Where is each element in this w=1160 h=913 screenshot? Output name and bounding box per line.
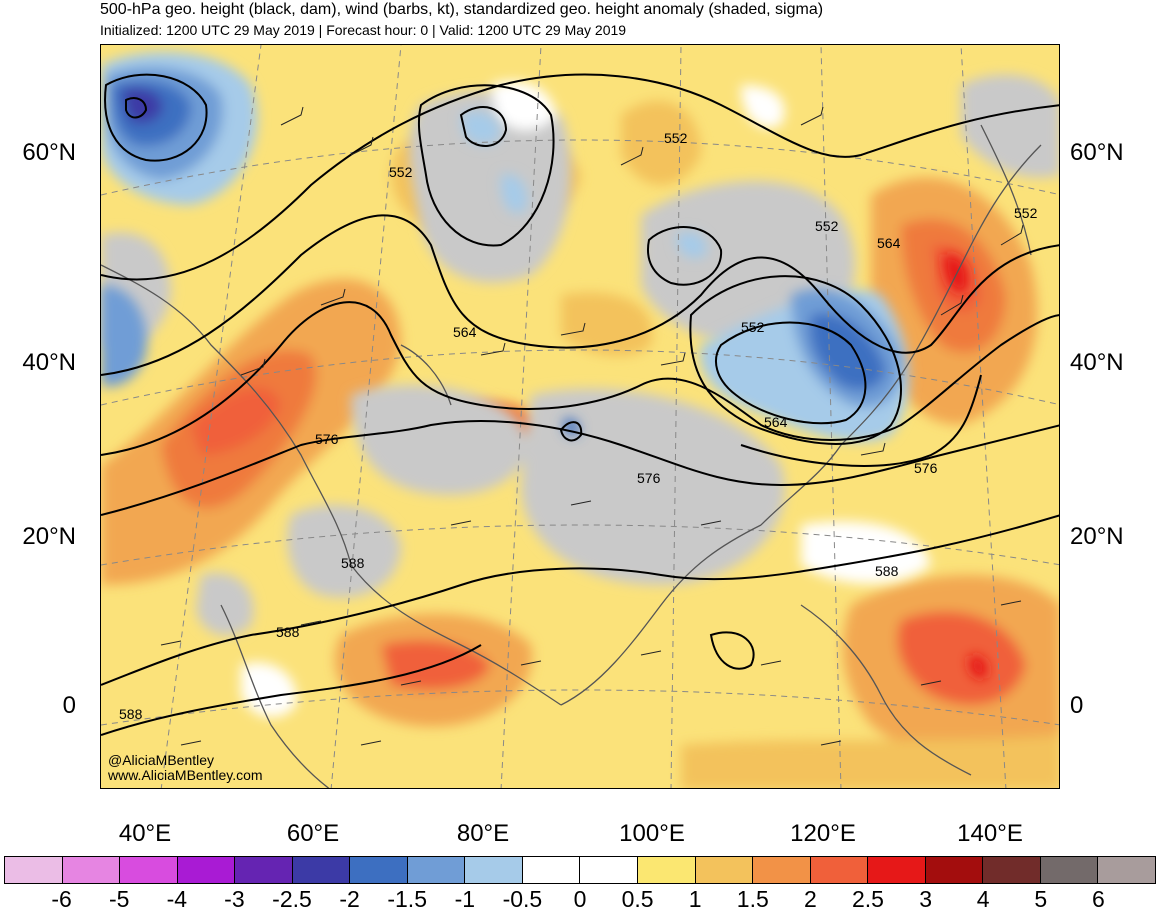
map-title: 500-hPa geo. height (black, dam), wind (… [100,1,824,18]
contour-label-588-c: 588 [119,706,143,722]
lon-label-40e: 40°E [118,820,172,847]
contour-label-552-b: 552 [664,130,688,146]
credit-website: www.AliciaMBentley.com [108,767,263,783]
colorbar-swatch [925,857,984,883]
colorbar-tick-label: -0.5 [502,886,543,912]
colorbar-swatch [868,857,926,883]
graticule [101,45,1059,788]
colorbar-swatch [235,857,293,883]
colorbar-swatch [580,857,639,883]
colorbar-swatch [465,857,523,883]
colorbar-tick-label: 0.5 [621,886,654,912]
contour-label-588-d: 588 [875,563,899,579]
lat-label-60n-right: 60°N [1070,139,1124,166]
colorbar-tick-label: 2 [803,886,817,912]
colorbar-tick-label: -6 [51,886,72,912]
colorbar-swatch [407,857,466,883]
contour-label-564-a: 564 [877,235,901,251]
colorbar-swatch [1098,857,1155,883]
contour-labels: 552 552 552 552 552 564 564 564 576 576 … [119,130,1038,722]
credit-handle: @AliciaMBentley [108,752,215,768]
contour-label-564-b: 564 [453,324,477,340]
anomaly-colorbar [4,856,1156,884]
colorbar-swatch [983,857,1041,883]
colorbar-tick-label: -3 [224,886,245,912]
colorbar-tick-label: 6 [1091,886,1105,912]
colorbar-tick-label: 1.5 [736,886,769,912]
lat-label-0-left: 0 [62,692,76,719]
colorbar-swatch [753,857,811,883]
colorbar-swatch [5,857,63,883]
colorbar-tick-label: -2 [339,886,360,912]
coastlines [101,124,1042,788]
colorbar-tick-label: 0 [573,886,587,912]
height-contours [101,73,1059,736]
map-subtitle: Initialized: 1200 UTC 29 May 2019 | Fore… [100,22,627,38]
colorbar-tick-label: 3 [919,886,932,912]
colorbar-swatch [1040,857,1099,883]
lon-label-80e: 80°E [456,820,510,847]
map-panel: 552 552 552 552 552 564 564 564 576 576 … [100,44,1060,789]
lon-label-120e: 120°E [790,820,856,847]
contour-label-552-a: 552 [389,164,413,180]
colorbar-swatch [522,857,581,883]
wind-barbs [160,106,1024,746]
weather-map: 552 552 552 552 552 564 564 564 576 576 … [101,45,1059,788]
lon-label-140e: 140°E [957,820,1023,847]
lon-label-100e: 100°E [619,820,685,847]
colorbar-tick-label: 2.5 [852,886,884,912]
lat-label-20n-right: 20°N [1070,523,1124,550]
lat-label-0-right: 0 [1070,692,1084,719]
anomaly-negative [101,51,910,442]
contour-label-588-b: 588 [276,624,300,640]
colorbar-swatch [810,857,869,883]
colorbar-tick-label: 1 [688,886,702,912]
lat-label-20n-left: 20°N [22,523,76,550]
contour-label-552-c: 552 [815,218,839,234]
lat-label-40n-right: 40°N [1070,349,1124,376]
colorbar-swatch [695,857,754,883]
lon-label-60e: 60°E [286,820,340,847]
lat-label-60n-left: 60°N [22,139,76,166]
colorbar-tick-label: -2.5 [272,886,312,912]
lat-label-40n-left: 40°N [22,349,76,376]
colorbar-swatch [120,857,178,883]
colorbar-tick-label: -4 [166,886,188,912]
colorbar-labels: -6 -5 -4 -3 -2.5 -2 -1.5 -1 -0.5 0 0.5 1 1.5 2 2.5 3 4 5 6 [0,886,1160,913]
contour-label-576-a: 576 [315,431,339,447]
anomaly-gray-regions [101,74,1059,718]
contour-label-576-b: 576 [637,470,661,486]
colorbar-tick-label: -1.5 [387,886,427,912]
contour-label-564-c: 564 [764,414,788,430]
colorbar-swatch [292,857,351,883]
colorbar-swatch [62,857,121,883]
colorbar-tick-label: -1 [454,886,476,912]
colorbar-swatch [638,857,696,883]
colorbar-swatch [350,857,408,883]
colorbar-tick-label: -5 [108,886,130,912]
contour-label-552-e: 552 [1014,205,1038,221]
contour-label-576-c: 576 [914,460,938,476]
colorbar-tick-label: 4 [976,886,990,912]
contour-label-552-d: 552 [741,319,765,335]
colorbar-swatch [177,857,236,883]
colorbar-tick-label: 5 [1034,886,1048,912]
contour-label-588-a: 588 [341,555,365,571]
